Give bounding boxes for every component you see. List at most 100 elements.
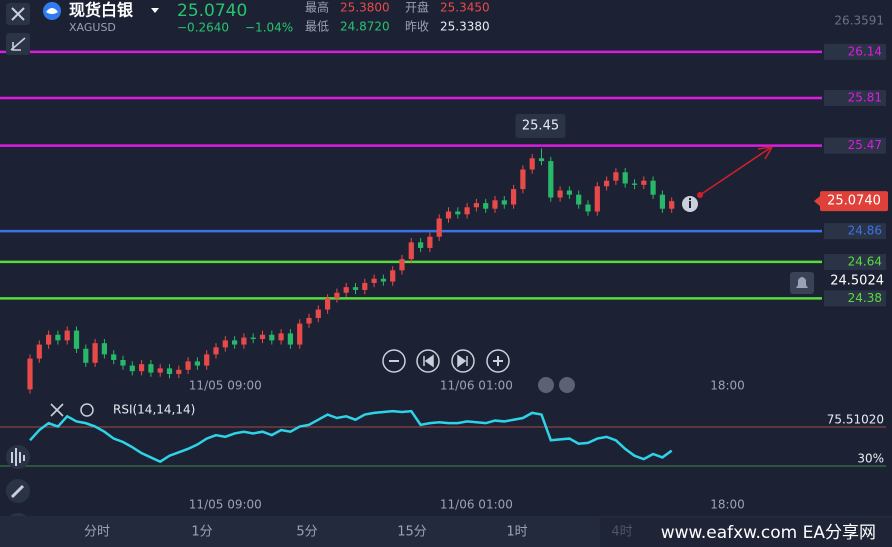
candle-body (139, 364, 145, 372)
candle-body (120, 359, 126, 366)
page-dot[interactable] (538, 377, 554, 393)
rsi-level-label: 30% (857, 452, 884, 466)
peak-tooltip-bg (515, 114, 566, 138)
watermark-bg (600, 518, 892, 547)
level-label: 24.86 (848, 224, 882, 238)
candle-body (83, 348, 89, 363)
period-button[interactable]: 分时 (84, 525, 110, 540)
candle-body (241, 337, 247, 345)
instrument-title[interactable]: 现货白银 (69, 1, 134, 20)
candle-body (520, 169, 526, 190)
candle-body (445, 211, 452, 219)
x-tick-label: 11/06 01:00 (440, 498, 513, 512)
dropdown-arrow[interactable] (151, 8, 159, 13)
trend-arrow (699, 147, 771, 196)
level-label-bg (824, 137, 886, 154)
level-label-bg (824, 290, 886, 307)
level-label-bg (824, 90, 886, 107)
candle-body (371, 278, 377, 283)
stat-label: 最低 (305, 20, 329, 34)
arrow-start (697, 192, 703, 198)
info-icon[interactable] (682, 196, 698, 212)
candle-body (64, 330, 70, 341)
alert-bell[interactable] (790, 272, 814, 294)
x-tick-label: 11/06 01:00 (440, 379, 513, 393)
candle-body (287, 333, 293, 345)
level-label: 24.38 (848, 291, 882, 305)
last-price-notch (814, 195, 821, 208)
draw-tool-button[interactable] (6, 33, 30, 55)
candle-body (585, 204, 591, 212)
candle-body (557, 190, 563, 198)
stat-label: 昨收 (405, 20, 429, 34)
candle-body (408, 242, 414, 260)
close-button[interactable] (6, 3, 30, 25)
candle-body (129, 365, 135, 372)
first-button[interactable] (416, 349, 440, 373)
page-dot[interactable] (559, 377, 575, 393)
candle-body (380, 278, 386, 282)
period-button[interactable]: 15分 (397, 525, 427, 540)
candle-body (566, 190, 572, 195)
candle-body (669, 201, 675, 209)
candle-body (464, 207, 470, 215)
candle-body (622, 172, 628, 184)
y-tick-label: 26.3591 (834, 14, 884, 28)
rsi-close[interactable] (50, 403, 64, 417)
zoom-in-button[interactable] (486, 349, 510, 373)
candle-body (222, 340, 228, 348)
level-label-bg (824, 223, 886, 240)
indicator-button[interactable] (6, 445, 30, 469)
candle-body (343, 287, 349, 293)
candle-body (315, 309, 321, 318)
stat-label: 最高 (305, 0, 329, 15)
candle-body (362, 282, 368, 290)
candle-body (157, 368, 163, 373)
candle-body (36, 344, 42, 359)
pencil-button[interactable] (6, 479, 30, 503)
stat-value: 25.3800 (340, 1, 390, 15)
level-label: 25.47 (848, 138, 882, 152)
x-tick-label: 11/05 09:00 (189, 379, 262, 393)
alert-price-label: 24.5024 (830, 274, 884, 289)
candle-body (613, 172, 619, 181)
candle-body (529, 158, 535, 170)
candle-body (166, 368, 173, 374)
candle-body (427, 236, 433, 248)
period-button[interactable]: 1分 (191, 525, 212, 540)
x-tick-label: 18:00 (710, 498, 745, 512)
candle-body (297, 323, 303, 345)
stat-value: 25.3380 (440, 20, 490, 34)
candle-body (325, 298, 331, 310)
period-button[interactable]: 5分 (296, 525, 317, 540)
level-label-bg (824, 43, 886, 60)
candle-body (148, 364, 154, 373)
candle-body (278, 333, 284, 341)
candle-body (111, 354, 117, 360)
candle-body (455, 211, 461, 215)
candle-body (604, 180, 610, 187)
candle-body (492, 200, 498, 209)
rsi-settings[interactable] (80, 403, 94, 417)
candle-body (548, 161, 554, 198)
rsi-line (29, 409, 673, 464)
last-button[interactable] (451, 349, 475, 373)
header-price: 25.0740 (177, 1, 247, 21)
candle-body (204, 354, 210, 366)
stat-value: 25.3450 (440, 1, 490, 15)
stat-value: 24.8720 (340, 20, 390, 34)
header-change-pct: −1.04% (245, 21, 293, 35)
candle-body (46, 334, 52, 345)
watermark: www.eafxw.com EA分享网 (661, 523, 876, 543)
candle-body (483, 203, 489, 209)
candle-body (631, 183, 638, 185)
zoom-out-button[interactable] (382, 349, 406, 373)
symbol: XAGUSD (69, 21, 116, 34)
candle-body (576, 194, 582, 205)
period-button[interactable]: 1时 (506, 525, 527, 540)
candle-body (27, 358, 33, 390)
candle-body (659, 194, 665, 209)
candle-body (55, 334, 61, 341)
